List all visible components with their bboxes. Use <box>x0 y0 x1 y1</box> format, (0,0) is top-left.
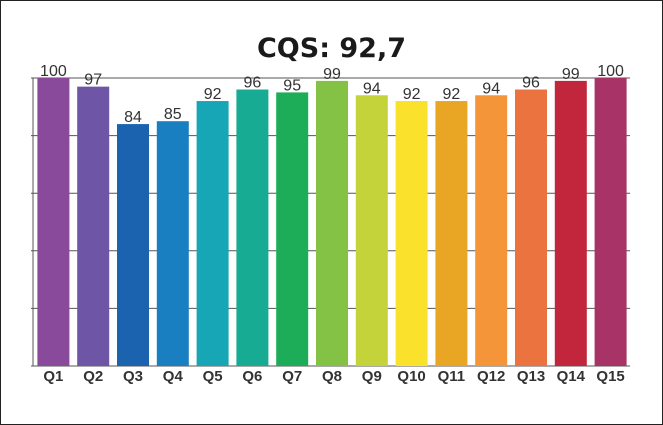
category-label-q14: Q14 <box>557 368 586 385</box>
category-label-q4: Q4 <box>163 368 184 385</box>
category-label-q2: Q2 <box>83 368 103 385</box>
value-label-q7: 95 <box>283 77 301 94</box>
value-label-q4: 85 <box>164 106 182 123</box>
value-label-q15: 100 <box>597 63 624 80</box>
category-labels: Q1 Q2 Q3 Q4 Q5 Q6 Q7 Q8 Q9 Q10 Q11 Q12 Q13 Q14 Q15 <box>43 368 624 385</box>
bar-q1 <box>37 78 70 366</box>
value-label-q3: 84 <box>124 109 142 126</box>
bar-q6 <box>236 89 269 367</box>
value-label-q13: 96 <box>522 75 540 92</box>
value-label-q14: 99 <box>562 66 580 83</box>
category-label-q9: Q9 <box>362 368 382 385</box>
category-label-q15: Q15 <box>596 368 624 385</box>
bar-q14 <box>554 80 587 366</box>
category-label-q12: Q12 <box>477 368 505 385</box>
category-label-q5: Q5 <box>203 368 223 385</box>
value-label-q12: 94 <box>482 80 500 97</box>
value-label-q2: 97 <box>84 72 102 89</box>
bar-q9 <box>355 95 388 366</box>
bar-q13 <box>515 89 547 367</box>
bar-q5 <box>196 101 229 366</box>
value-label-q5: 92 <box>204 86 222 103</box>
bar-q2 <box>77 86 110 366</box>
category-label-q8: Q8 <box>322 368 342 385</box>
category-label-q6: Q6 <box>242 368 262 385</box>
bar-q8 <box>316 80 348 366</box>
bar-q10 <box>395 101 428 366</box>
value-label-q6: 96 <box>244 75 262 92</box>
bars <box>37 78 627 367</box>
value-label-q1: 100 <box>40 63 67 80</box>
bar-q15 <box>594 78 627 366</box>
category-label-q11: Q11 <box>438 368 466 385</box>
value-label-q11: 92 <box>443 86 461 103</box>
bar-q3 <box>117 124 149 366</box>
category-label-q13: Q13 <box>517 368 545 385</box>
bar-q12 <box>475 95 508 366</box>
value-labels: 100 97 84 85 92 96 95 99 94 92 92 94 96 99 100 <box>40 63 624 126</box>
bar-q4 <box>156 121 189 366</box>
value-label-q8: 99 <box>323 66 341 83</box>
chart-title: CQS: 92,7 <box>256 33 407 64</box>
category-label-q10: Q10 <box>397 368 425 385</box>
bar-q7 <box>276 92 309 367</box>
bar-q11 <box>435 101 468 366</box>
category-label-q1: Q1 <box>43 368 63 385</box>
value-label-q9: 94 <box>363 80 381 97</box>
category-label-q3: Q3 <box>123 368 143 385</box>
category-label-q7: Q7 <box>282 368 302 385</box>
value-label-q10: 92 <box>403 86 421 103</box>
